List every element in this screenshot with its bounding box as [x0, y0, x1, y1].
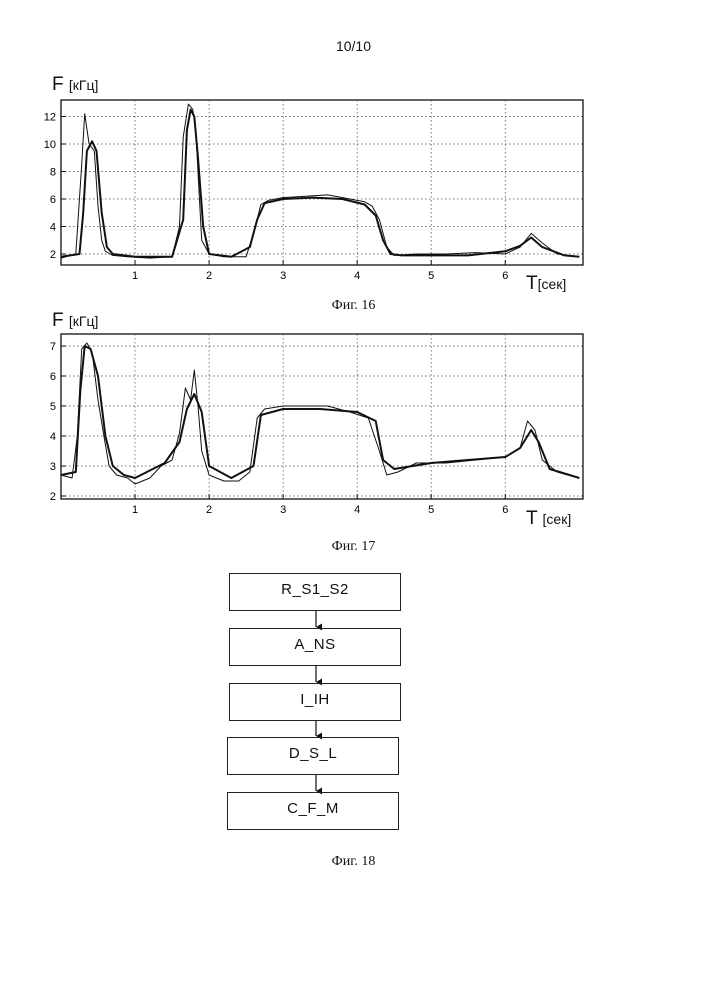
- fig18-caption: Фиг. 18: [0, 854, 707, 870]
